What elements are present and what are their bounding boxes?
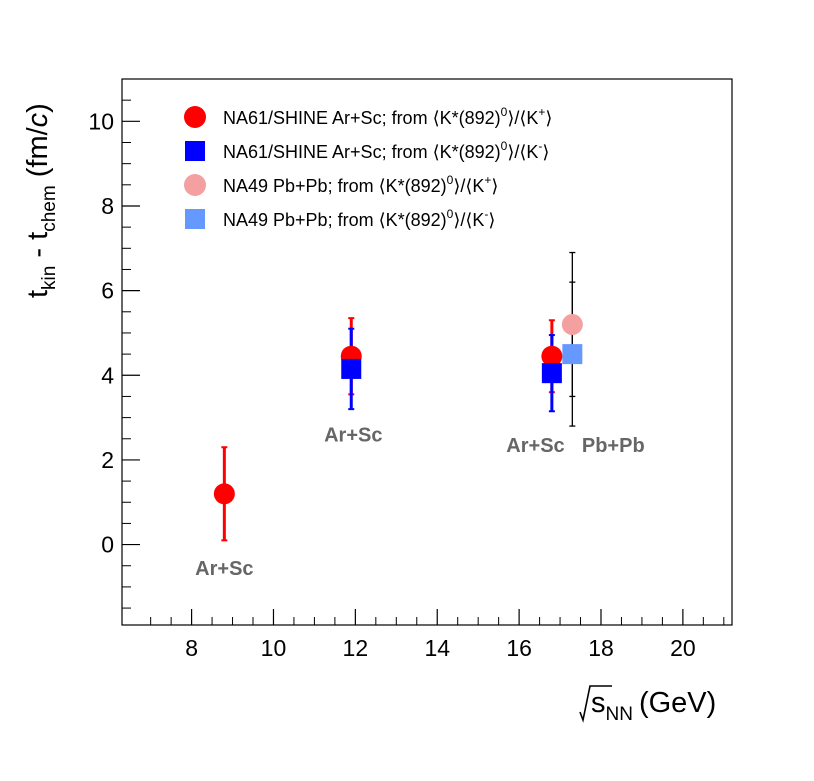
legend: NA61/SHINE Ar+Sc; from ⟨K*(892)0⟩/⟨K+⟩ NA… xyxy=(184,105,552,230)
axis-tick-labels: 8 10 12 14 16 18 20 0 2 4 6 8 10 xyxy=(88,108,695,661)
data-point-circle xyxy=(213,483,235,505)
y-tick-label: 2 xyxy=(101,447,114,473)
x-tick-label: 18 xyxy=(588,635,614,661)
data-point-square xyxy=(541,363,562,384)
x-tick-label: 16 xyxy=(506,635,532,661)
axis-ticks xyxy=(122,99,725,625)
legend-marker-circle xyxy=(184,174,206,196)
x-axis-var: s xyxy=(591,687,606,719)
x-tick-label: 14 xyxy=(424,635,450,661)
y-axis-title: tkin - tchem (fm/c) xyxy=(22,103,60,298)
x-tick-label: 8 xyxy=(185,635,198,661)
y-tick-label: 8 xyxy=(101,193,114,219)
sqrt-sign xyxy=(579,685,612,723)
y-tick-label: 4 xyxy=(101,362,114,388)
data-point-square xyxy=(562,344,583,365)
annotation-label: Pb+Pb xyxy=(582,435,645,457)
annotation-label: Ar+Sc xyxy=(324,425,382,447)
annotation-label: Ar+Sc xyxy=(195,558,253,580)
legend-label: NA61/SHINE Ar+Sc; from ⟨K*(892)0⟩/⟨K+⟩ xyxy=(223,105,552,128)
legend-label: NA49 Pb+Pb; from ⟨K*(892)0⟩/⟨K+⟩ xyxy=(223,173,498,196)
y-tick-label: 6 xyxy=(101,278,114,304)
legend-marker-square xyxy=(185,209,205,229)
data-point-circle xyxy=(561,313,583,335)
x-tick-label: 20 xyxy=(670,635,696,661)
legend-label: NA61/SHINE Ar+Sc; from ⟨K*(892)0⟩/⟨K-⟩ xyxy=(223,139,549,162)
data-marks xyxy=(213,251,583,542)
x-axis-unit: (GeV) xyxy=(639,687,716,719)
annotation-label: Ar+Sc xyxy=(506,435,564,457)
legend-label: NA49 Pb+Pb; from ⟨K*(892)0⟩/⟨K-⟩ xyxy=(223,207,495,230)
svg-text:sNN(GeV): sNN (GeV) xyxy=(591,687,716,725)
annotations: Ar+Sc Ar+Sc Ar+Sc Pb+Pb xyxy=(195,425,645,580)
x-tick-label: 12 xyxy=(343,635,369,661)
legend-marker-circle xyxy=(184,106,206,128)
x-axis-sub: NN xyxy=(606,704,633,725)
y-tick-label: 0 xyxy=(101,532,114,558)
x-axis-title: sNN (GeV) xyxy=(579,685,716,725)
legend-marker-square xyxy=(185,141,205,161)
data-point-circle xyxy=(541,345,563,367)
plot-frame xyxy=(121,78,733,626)
y-tick-label: 10 xyxy=(88,108,114,134)
x-tick-label: 10 xyxy=(261,635,287,661)
data-point-square xyxy=(341,358,362,379)
